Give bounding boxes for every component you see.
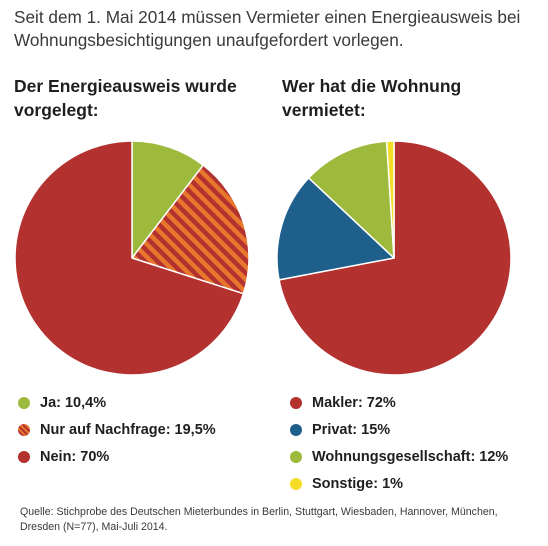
source-note: Quelle: Stichprobe des Deutschen Mieterb… [20, 506, 498, 533]
legend-swatch [18, 397, 30, 409]
pie-slice-wohnungsgesellschaft [307, 140, 395, 259]
chart-title-energieausweis: Der Energieausweis wurde vorgelegt: [14, 76, 237, 120]
legend-swatch [18, 451, 30, 463]
pie-slice-makler [278, 140, 512, 376]
pie-chart-vermieter [276, 140, 512, 376]
legend-label: Makler: 72% [312, 395, 396, 411]
pie-chart-energieausweis [14, 140, 250, 376]
legend-swatch [290, 424, 302, 436]
pie-slice-nein [14, 140, 245, 376]
legend-swatch [18, 424, 30, 436]
pie-slice-privat [276, 177, 395, 281]
legend-label: Nein: 70% [40, 449, 110, 465]
legend-label: Wohnungsgesellschaft: 12% [312, 449, 509, 465]
legend-label: Ja: 10,4% [40, 395, 107, 411]
chart-title-vermieter: Wer hat die Wohnung vermietet: [282, 76, 462, 120]
legend-swatch [290, 478, 302, 490]
legend-swatch [290, 397, 302, 409]
headline: Seit dem 1. Mai 2014 müssen Vermieter ei… [14, 7, 521, 50]
legend-swatch [290, 451, 302, 463]
legend-label: Sonstige: 1% [312, 476, 404, 492]
legend-label: Nur auf Nachfrage: 19,5% [40, 422, 216, 438]
pie-slice-nur-auf-nachfrage [131, 164, 250, 295]
legend-label: Privat: 15% [312, 422, 391, 438]
pie-slice-sonstige [385, 140, 395, 259]
pie-slice-ja [131, 140, 204, 259]
